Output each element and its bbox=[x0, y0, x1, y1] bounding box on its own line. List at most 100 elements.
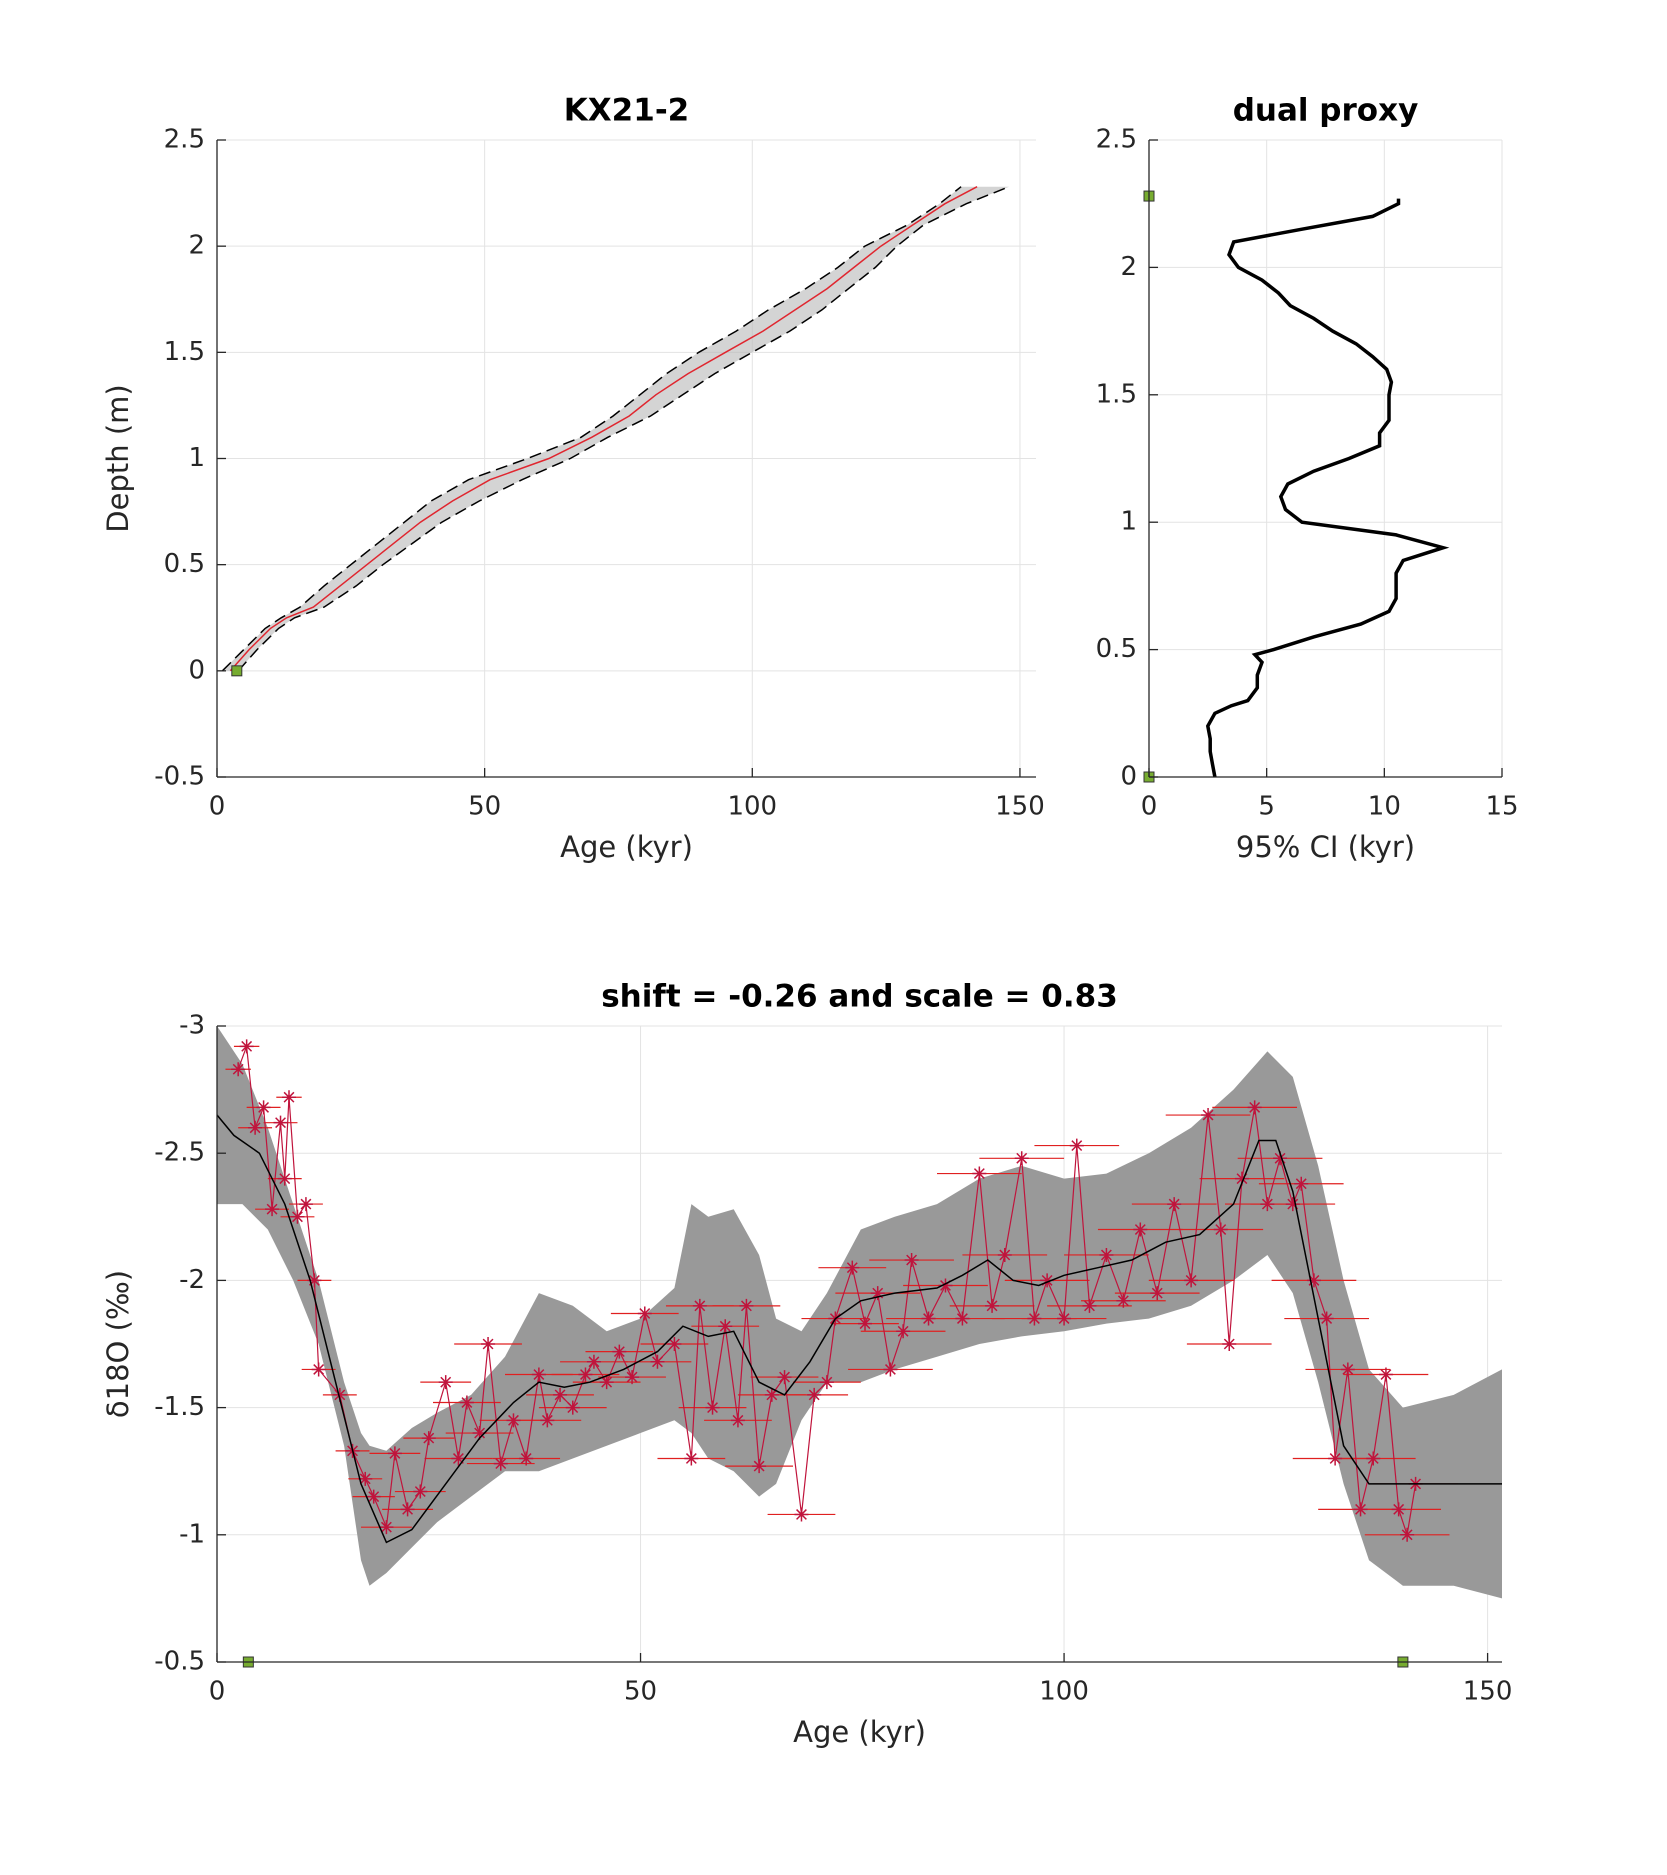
chart-title: dual proxy bbox=[1233, 93, 1419, 129]
chart-title: shift = -0.26 and scale = 0.83 bbox=[601, 979, 1118, 1015]
data-point bbox=[1319, 1311, 1334, 1326]
data-point bbox=[1391, 1502, 1406, 1517]
chart-title: KX21-2 bbox=[564, 93, 690, 129]
series-line bbox=[1205, 198, 1450, 778]
data-point bbox=[819, 1375, 834, 1390]
x-tick-label: 5 bbox=[1258, 792, 1275, 822]
data-point bbox=[870, 1286, 885, 1301]
data-point bbox=[531, 1367, 546, 1382]
data-point bbox=[1014, 1151, 1029, 1166]
data-point bbox=[921, 1311, 936, 1326]
data-point bbox=[1340, 1362, 1355, 1377]
data-point bbox=[807, 1387, 822, 1402]
data-point bbox=[985, 1298, 1000, 1313]
x-axis-label: Age (kyr) bbox=[793, 1715, 926, 1749]
data-point bbox=[413, 1484, 428, 1499]
data-point bbox=[231, 1062, 246, 1077]
data-point bbox=[764, 1387, 779, 1402]
x-tick-label: 150 bbox=[995, 792, 1045, 822]
y-tick-label: 1 bbox=[188, 443, 205, 473]
data-point bbox=[650, 1354, 665, 1369]
data-point bbox=[1069, 1138, 1084, 1153]
data-point bbox=[273, 1115, 288, 1130]
data-point bbox=[387, 1446, 402, 1461]
data-point bbox=[1184, 1273, 1199, 1288]
data-point bbox=[540, 1413, 555, 1428]
y-tick-label: -0.5 bbox=[154, 762, 205, 792]
data-point bbox=[277, 1171, 292, 1186]
data-point bbox=[1082, 1298, 1097, 1313]
data-point bbox=[1027, 1311, 1042, 1326]
x-axis-label: Age (kyr) bbox=[560, 830, 693, 864]
data-point bbox=[612, 1344, 627, 1359]
data-point bbox=[777, 1370, 792, 1385]
data-point bbox=[438, 1375, 453, 1390]
data-point bbox=[718, 1319, 733, 1334]
data-point bbox=[265, 1202, 280, 1217]
y-tick-label: 2.5 bbox=[164, 125, 205, 155]
x-tick-label: 50 bbox=[468, 792, 501, 822]
data-point bbox=[1099, 1247, 1114, 1262]
data-point bbox=[692, 1298, 707, 1313]
x-tick-label: 0 bbox=[209, 792, 226, 822]
data-point bbox=[1306, 1273, 1321, 1288]
series-line bbox=[221, 186, 962, 672]
data-point bbox=[1213, 1222, 1228, 1237]
y-tick-label: 2 bbox=[188, 231, 205, 261]
data-point bbox=[332, 1387, 347, 1402]
y-tick-label: -1 bbox=[179, 1519, 205, 1549]
y-tick-label: -0.5 bbox=[154, 1647, 205, 1677]
data-point bbox=[1260, 1197, 1275, 1212]
data-point bbox=[290, 1209, 305, 1224]
y-tick-label: 1.5 bbox=[1096, 379, 1137, 409]
ensemble-band bbox=[222, 186, 1010, 671]
y-tick-label: -1.5 bbox=[154, 1392, 205, 1422]
data-point bbox=[1328, 1451, 1343, 1466]
x-tick-label: 0 bbox=[209, 1677, 226, 1707]
data-point bbox=[1116, 1293, 1131, 1308]
data-point bbox=[256, 1100, 271, 1115]
data-point bbox=[1353, 1502, 1368, 1517]
data-point bbox=[1040, 1273, 1055, 1288]
data-point bbox=[705, 1400, 720, 1415]
data-point bbox=[298, 1197, 313, 1212]
data-point bbox=[1294, 1176, 1309, 1191]
data-point bbox=[239, 1039, 254, 1054]
data-point bbox=[565, 1400, 580, 1415]
data-point bbox=[904, 1253, 919, 1268]
data-point bbox=[1366, 1451, 1381, 1466]
data-point bbox=[997, 1247, 1012, 1262]
data-point bbox=[858, 1316, 873, 1331]
data-point bbox=[379, 1520, 394, 1535]
data-point bbox=[400, 1502, 415, 1517]
data-point bbox=[1378, 1367, 1393, 1382]
data-point bbox=[451, 1451, 466, 1466]
x-tick-label: 100 bbox=[1039, 1677, 1089, 1707]
confidence-band bbox=[217, 1026, 1502, 1599]
data-point bbox=[684, 1451, 699, 1466]
data-point bbox=[459, 1395, 474, 1410]
data-point bbox=[1234, 1171, 1249, 1186]
data-point bbox=[1247, 1100, 1262, 1115]
data-point bbox=[667, 1337, 682, 1351]
data-point bbox=[1285, 1197, 1300, 1212]
data-point bbox=[739, 1298, 754, 1313]
data-point bbox=[1222, 1337, 1237, 1351]
data-point bbox=[883, 1362, 898, 1377]
data-point bbox=[955, 1311, 970, 1326]
y-axis-label: Depth (m) bbox=[101, 384, 135, 532]
y-tick-label: 0.5 bbox=[164, 549, 205, 579]
data-point bbox=[481, 1337, 496, 1351]
data-point bbox=[794, 1507, 809, 1522]
y-tick-label: -2 bbox=[179, 1265, 205, 1295]
series-line bbox=[229, 186, 978, 672]
data-point bbox=[586, 1354, 601, 1369]
y-tick-label: 0.5 bbox=[1096, 634, 1137, 664]
y-tick-label: -3 bbox=[179, 1011, 205, 1041]
x-tick-label: 50 bbox=[624, 1677, 657, 1707]
data-point bbox=[553, 1387, 568, 1402]
data-point bbox=[472, 1426, 487, 1441]
y-tick-label: 1 bbox=[1120, 507, 1137, 537]
data-point bbox=[519, 1451, 534, 1466]
